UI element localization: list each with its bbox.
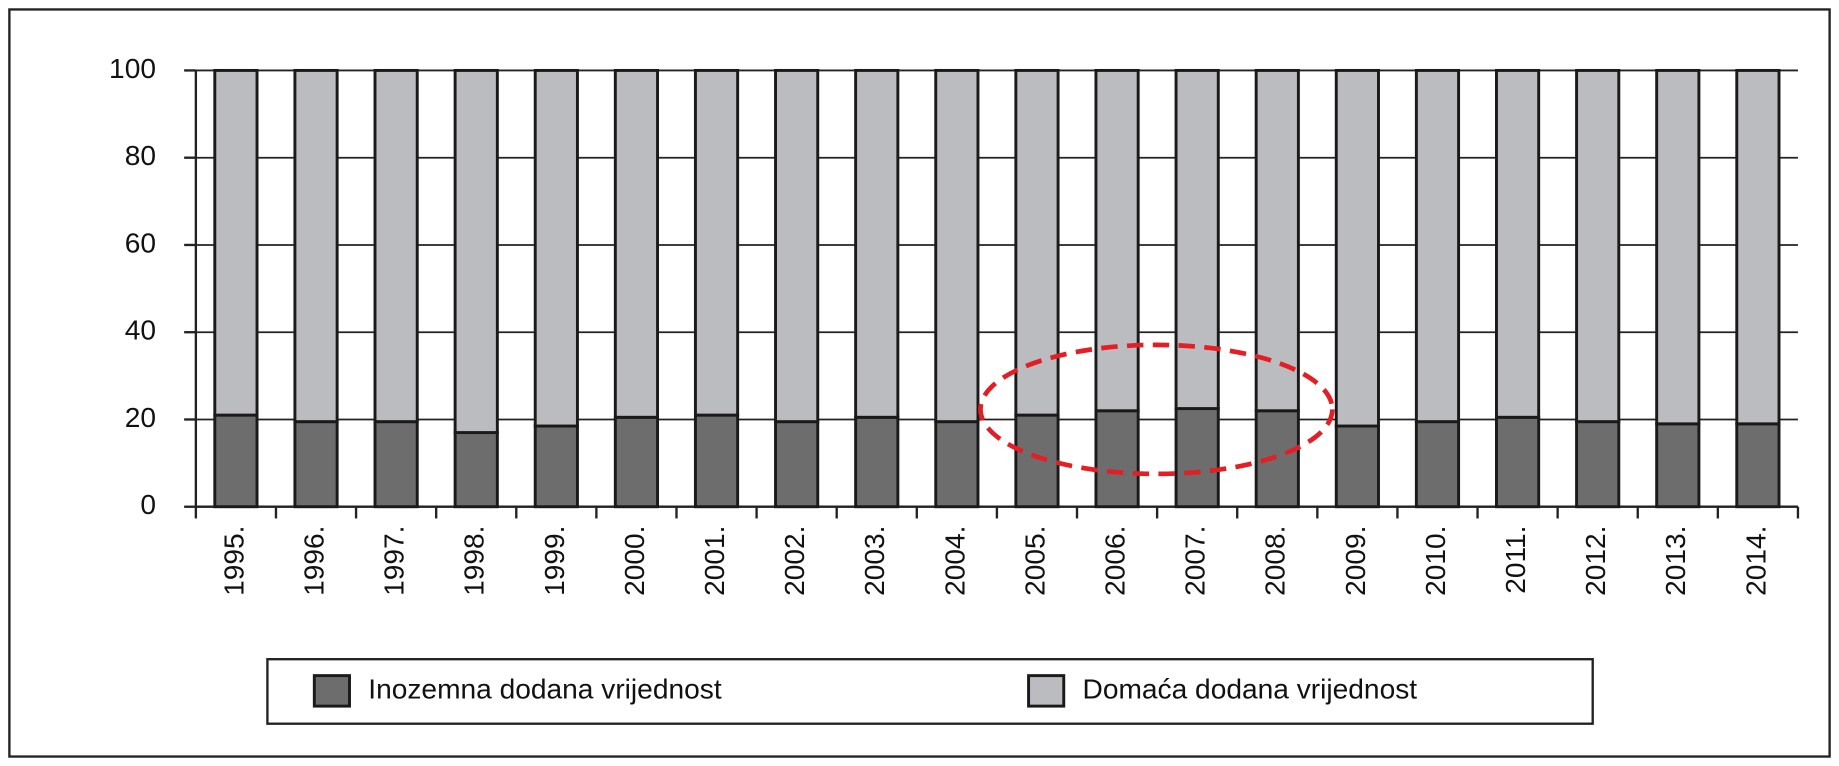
bar-segment — [453, 68, 499, 435]
x-tick-label: 2012. — [1580, 525, 1611, 595]
bar-segment — [373, 68, 419, 424]
x-tick-label: 2009. — [1340, 525, 1371, 595]
bar-segment — [854, 68, 900, 419]
x-tick-label: 2008. — [1260, 525, 1291, 595]
x-tick-label: 2013. — [1660, 525, 1691, 595]
bar-segment — [613, 415, 660, 509]
bar-segment — [373, 420, 419, 509]
bar-segment — [1014, 413, 1060, 509]
x-tick-label: 1996. — [298, 525, 329, 595]
y-tick-label: 40 — [125, 315, 156, 346]
bar-segment — [1495, 68, 1541, 419]
bar-segment — [1575, 68, 1621, 424]
bar-segment — [533, 424, 579, 509]
x-tick-label: 2014. — [1740, 525, 1771, 595]
legend-swatch — [1027, 674, 1066, 708]
bar-segment — [1094, 409, 1140, 509]
x-tick-label: 1998. — [459, 525, 490, 595]
x-tick-label: 2011. — [1500, 525, 1531, 593]
legend-label: Domaća dodana vrijednost — [1083, 673, 1418, 704]
x-tick-label: 2005. — [1019, 525, 1050, 595]
bar-segment — [693, 68, 740, 417]
bar-segment — [1655, 68, 1701, 426]
bar-segment — [774, 420, 820, 509]
bar-segment — [213, 413, 259, 509]
bar-segment — [213, 68, 259, 417]
bar-segment — [693, 413, 740, 509]
bar-segment — [293, 420, 339, 509]
x-tick-label: 2010. — [1420, 525, 1451, 595]
x-tick-label: 2000. — [619, 525, 650, 595]
bar-segment — [1254, 68, 1300, 413]
bar-segment — [1174, 407, 1220, 509]
x-tick-label: 2002. — [779, 525, 810, 595]
bar-segment — [1094, 68, 1140, 413]
legend-label: Inozemna dodana vrijednost — [368, 673, 722, 704]
x-tick-label: 2007. — [1180, 525, 1211, 595]
bar-segment — [613, 68, 660, 419]
bar-segment — [774, 68, 820, 424]
frame — [8, 8, 1831, 758]
bar-segment — [1495, 415, 1541, 509]
x-tick-label: 2004. — [939, 525, 970, 595]
bar-segment — [1735, 422, 1781, 509]
bar-segment — [854, 415, 900, 509]
bar-segment — [1174, 68, 1220, 411]
y-tick-label: 0 — [140, 489, 156, 520]
bar-segment — [453, 431, 499, 509]
x-tick-label: 2003. — [859, 525, 890, 595]
bar-segment — [1575, 420, 1621, 509]
bar-segment — [1334, 424, 1380, 509]
x-tick-label: 1997. — [379, 525, 410, 595]
bar-segment — [1655, 422, 1701, 509]
y-tick-label: 80 — [125, 140, 156, 171]
bar-segment — [1735, 68, 1781, 426]
bar-segment — [934, 68, 980, 424]
bar-segment — [293, 68, 339, 424]
bar-segment — [934, 420, 980, 509]
y-tick-label: 100 — [109, 53, 156, 84]
legend-box — [266, 658, 1594, 725]
x-tick-label: 2001. — [699, 525, 730, 595]
y-tick-label: 60 — [125, 227, 156, 258]
x-tick-label: 1995. — [218, 525, 249, 595]
x-tick-label: 2006. — [1100, 525, 1131, 595]
x-tick-label: 1999. — [539, 525, 570, 595]
bar-segment — [1414, 420, 1461, 509]
legend-swatch — [312, 674, 351, 708]
highlight-ellipse — [978, 342, 1335, 477]
plot-area: 0 20 40 60 80 100 1995. 1996. 1997. 1998. 1999. 200… — [109, 53, 1800, 596]
y-tick-label: 20 — [125, 402, 156, 433]
bar-segment — [1334, 68, 1380, 428]
bar-segment — [1414, 68, 1461, 424]
bar-segment — [533, 68, 579, 428]
